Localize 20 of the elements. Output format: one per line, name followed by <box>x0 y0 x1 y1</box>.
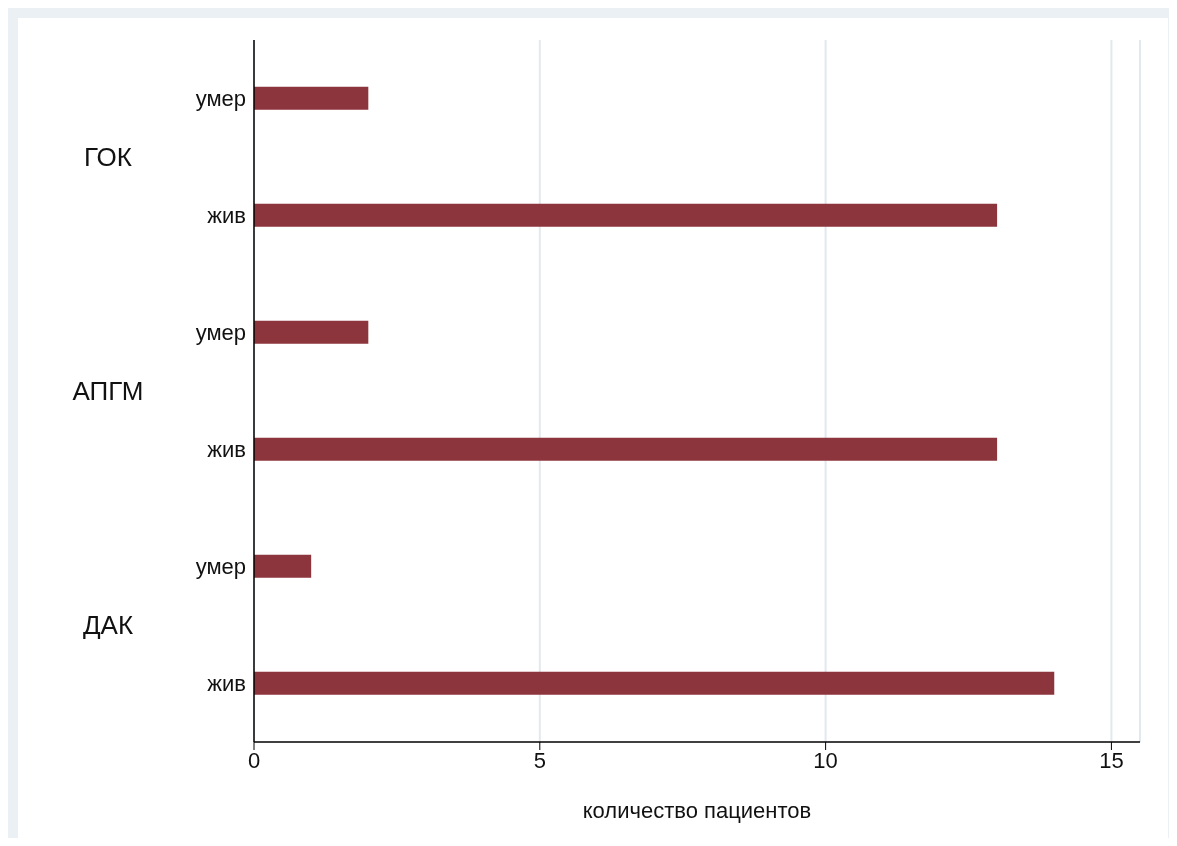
x-tick-label: 15 <box>1099 747 1124 773</box>
x-tick-label: 5 <box>533 747 546 773</box>
y-tick-label: умер <box>195 86 246 112</box>
bar <box>254 86 369 110</box>
bar <box>254 320 369 344</box>
y-tick-label: жив <box>207 203 246 229</box>
bar <box>254 203 998 227</box>
y-tick-label: умер <box>195 320 246 346</box>
bar <box>254 671 1055 695</box>
y-tick-label: жив <box>207 437 246 463</box>
x-tick-label: 10 <box>813 747 838 773</box>
x-axis-title: количество пациентов <box>582 798 812 823</box>
text: ДАК <box>81 609 135 641</box>
text: АПГМ <box>71 375 145 407</box>
text: ГОК <box>83 141 133 173</box>
y-tick-label: умер <box>195 554 246 580</box>
bar <box>254 554 312 578</box>
x-tick-label: 0 <box>247 747 261 773</box>
y-tick-label: жив <box>207 671 246 697</box>
bar <box>254 437 998 461</box>
